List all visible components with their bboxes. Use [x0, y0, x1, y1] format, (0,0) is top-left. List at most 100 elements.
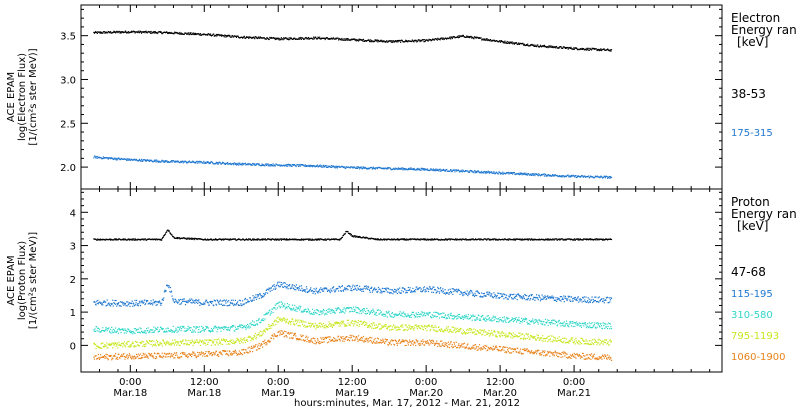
data-point — [248, 325, 250, 327]
data-point — [110, 158, 112, 160]
data-point — [521, 321, 523, 323]
data-point — [101, 302, 103, 304]
data-point — [188, 328, 190, 330]
data-point — [514, 238, 516, 240]
data-point — [109, 343, 111, 345]
data-point — [210, 328, 213, 330]
data-point — [194, 32, 196, 34]
data-point — [97, 327, 99, 329]
data-point — [386, 291, 388, 293]
data-point — [556, 45, 558, 48]
data-point — [107, 328, 109, 330]
data-point — [212, 329, 214, 331]
data-point — [506, 294, 508, 296]
data-point — [513, 43, 515, 45]
data-point — [562, 324, 564, 326]
data-point — [102, 345, 104, 347]
data-point — [137, 160, 139, 162]
data-point — [149, 32, 152, 34]
data-point — [316, 290, 318, 293]
data-point — [609, 176, 611, 178]
data-point — [113, 303, 116, 305]
data-point — [280, 238, 282, 240]
data-point — [468, 37, 471, 39]
data-point — [466, 35, 468, 37]
data-point — [582, 239, 584, 241]
data-point — [128, 303, 130, 305]
data-point — [267, 313, 269, 315]
data-point — [386, 316, 388, 318]
data-point — [247, 36, 249, 38]
data-point — [357, 307, 359, 309]
data-point — [120, 32, 122, 34]
data-point — [559, 322, 561, 324]
data-point — [305, 37, 307, 39]
data-point — [525, 44, 527, 46]
data-point — [153, 159, 155, 161]
data-point — [355, 40, 357, 42]
data-point — [239, 326, 241, 328]
data-point — [527, 43, 529, 45]
data-point — [334, 239, 336, 241]
data-point — [585, 296, 587, 298]
data-point — [341, 285, 343, 287]
data-point — [313, 311, 315, 313]
data-point — [325, 239, 327, 241]
data-point — [358, 288, 360, 290]
data-point — [409, 167, 411, 169]
data-point — [120, 158, 122, 161]
data-point — [559, 239, 561, 241]
data-point — [438, 38, 441, 40]
data-point — [583, 296, 585, 298]
data-point — [96, 326, 98, 328]
data-point — [391, 313, 393, 315]
data-point — [230, 36, 233, 38]
data-point — [281, 302, 284, 304]
data-point — [564, 47, 566, 49]
data-point — [532, 298, 534, 300]
data-point — [434, 168, 436, 171]
data-point — [519, 296, 521, 298]
data-point — [580, 299, 583, 301]
data-point — [352, 311, 354, 313]
data-point — [124, 302, 127, 305]
data-point — [427, 314, 429, 316]
data-point — [462, 318, 464, 320]
data-point — [589, 177, 591, 179]
data-point — [389, 313, 391, 315]
data-point — [517, 173, 519, 175]
data-point — [141, 160, 143, 162]
data-point — [369, 168, 371, 170]
data-point — [483, 318, 485, 320]
data-point — [291, 238, 294, 240]
data-point — [450, 290, 452, 292]
data-point — [307, 308, 309, 310]
data-point — [403, 168, 405, 170]
data-point — [289, 284, 291, 286]
data-point — [577, 175, 579, 177]
data-point — [411, 313, 413, 315]
data-point — [539, 44, 542, 46]
data-point — [354, 310, 356, 312]
data-point — [369, 313, 371, 315]
data-point — [192, 299, 194, 301]
data-point — [393, 41, 395, 43]
data-point — [142, 331, 144, 333]
data-point — [559, 296, 561, 298]
data-point — [369, 39, 371, 41]
data-point — [445, 169, 447, 171]
data-point — [179, 31, 181, 34]
data-point — [229, 329, 231, 331]
data-point — [442, 290, 444, 292]
data-point — [437, 37, 439, 39]
data-point — [263, 37, 265, 39]
data-point — [357, 236, 360, 238]
data-point — [446, 168, 448, 171]
data-point — [382, 41, 384, 43]
data-point — [120, 31, 122, 33]
data-point — [494, 238, 496, 240]
data-point — [164, 331, 167, 333]
data-point — [318, 290, 320, 292]
data-point — [461, 292, 463, 294]
data-point — [438, 317, 441, 319]
